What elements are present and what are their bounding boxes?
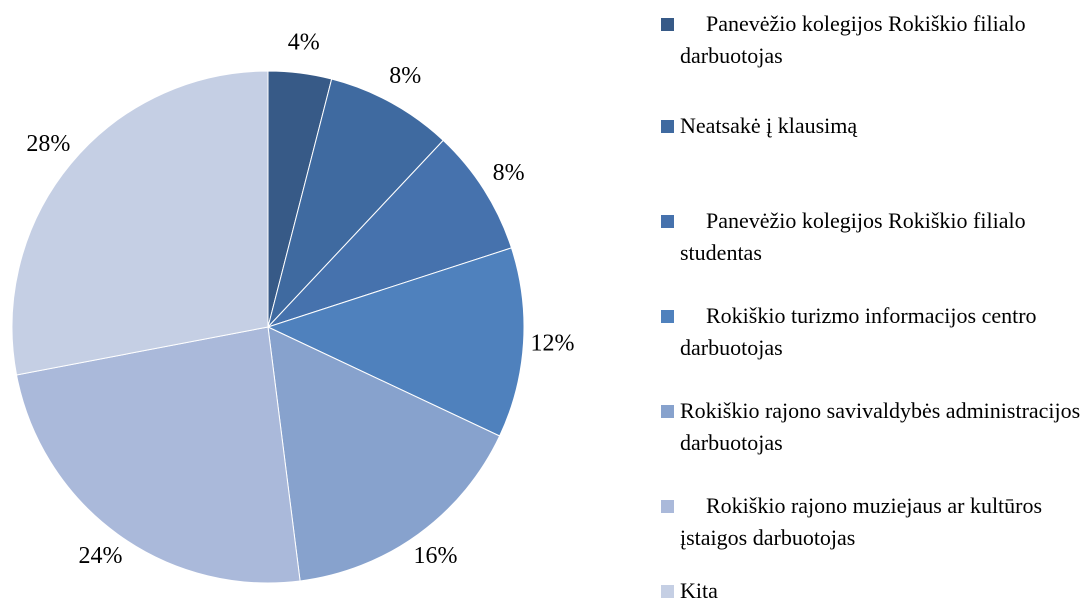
data-label: 16% <box>414 543 458 569</box>
legend-entry: Kita <box>661 575 1088 607</box>
legend-entry: Rokiškio rajono muziejaus ar kultūros įs… <box>661 490 1088 554</box>
legend-entry: Panevėžio kolegijos Rokiškio filialo dar… <box>661 8 1088 72</box>
legend-swatch <box>661 500 674 513</box>
legend-swatch <box>661 120 674 133</box>
data-label: 24% <box>78 543 122 569</box>
legend-entry: Rokiškio rajono savivaldybės administrac… <box>661 395 1088 459</box>
data-label: 4% <box>288 30 320 56</box>
pie-slice <box>15 326 301 584</box>
legend-entry: Neatsakė į klausimą <box>661 110 1088 142</box>
pie-slice <box>267 326 501 582</box>
data-label: 8% <box>389 63 421 89</box>
data-label: 28% <box>26 131 70 157</box>
legend-swatch <box>661 585 674 598</box>
data-label: 12% <box>530 330 574 356</box>
pie-slice <box>266 247 525 437</box>
pie-slice <box>267 78 444 328</box>
legend-entry: Panevėžio kolegijos Rokiškio filialo stu… <box>661 205 1088 269</box>
pie-slice <box>267 139 513 328</box>
legend-swatch <box>661 215 674 228</box>
legend-label: Kita <box>680 578 718 603</box>
legend-label: Neatsakė į klausimą <box>680 113 858 138</box>
legend-label: Rokiškio turizmo informacijos centro dar… <box>680 303 1037 360</box>
legend-label: Panevėžio kolegijos Rokiškio filialo dar… <box>680 11 1026 68</box>
legend-swatch <box>661 405 674 418</box>
legend-label: Rokiškio rajono savivaldybės administrac… <box>680 398 1081 455</box>
legend-label: Panevėžio kolegijos Rokiškio filialo stu… <box>680 208 1026 265</box>
legend-entry: Rokiškio turizmo informacijos centro dar… <box>661 300 1088 364</box>
legend-swatch <box>661 18 674 31</box>
legend-label: Rokiškio rajono muziejaus ar kultūros įs… <box>680 493 1043 550</box>
legend-swatch <box>661 310 674 323</box>
chart: 4% 8% 8% 12% 16% 24% 28% <box>11 30 574 584</box>
pie-slice <box>11 70 269 376</box>
data-label: 8% <box>493 160 525 186</box>
